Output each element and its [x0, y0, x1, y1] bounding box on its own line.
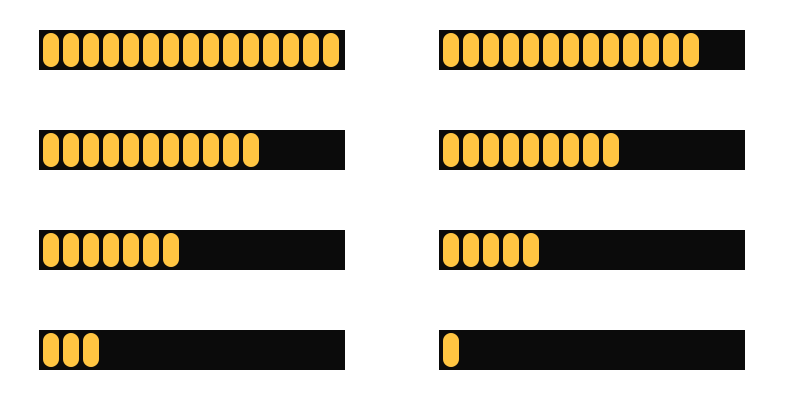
progress-segment [663, 33, 679, 67]
progress-segment [463, 133, 479, 167]
progress-segment [63, 233, 79, 267]
progress-bar-7-segments [43, 333, 343, 367]
progress-segment [683, 33, 699, 67]
progress-segment [583, 133, 599, 167]
progress-segment [203, 133, 219, 167]
progress-segment [503, 33, 519, 67]
progress-segment [623, 33, 639, 67]
progress-segment [143, 233, 159, 267]
progress-bar-8-segments [443, 333, 743, 367]
progress-segment [83, 33, 99, 67]
progress-segment [463, 33, 479, 67]
progress-segment [103, 233, 119, 267]
progress-segment [523, 33, 539, 67]
progress-segment [543, 33, 559, 67]
progress-segment [143, 133, 159, 167]
progress-segment [103, 133, 119, 167]
progress-segment [43, 33, 59, 67]
progress-segment [83, 233, 99, 267]
progress-segment [123, 33, 139, 67]
progress-segment [543, 133, 559, 167]
progress-segment [183, 133, 199, 167]
progress-segment [523, 133, 539, 167]
progress-segment [63, 333, 79, 367]
progress-bar-1 [39, 30, 345, 70]
progress-bar-8 [439, 330, 745, 370]
progress-segment [103, 33, 119, 67]
progress-bar-6-segments [443, 233, 743, 267]
progress-segment [443, 333, 459, 367]
progress-segment [83, 333, 99, 367]
progress-segment [223, 33, 239, 67]
progress-segment [43, 133, 59, 167]
progress-segment [443, 133, 459, 167]
progress-segment [283, 33, 299, 67]
progress-segment [43, 233, 59, 267]
progress-bar-3-segments [43, 133, 343, 167]
progress-segment [483, 233, 499, 267]
progress-bar-2 [439, 30, 745, 70]
progress-segment [143, 33, 159, 67]
progress-segment [163, 133, 179, 167]
progress-segment [583, 33, 599, 67]
progress-segment [83, 133, 99, 167]
progress-segment [483, 33, 499, 67]
progress-bar-4-segments [443, 133, 743, 167]
progress-segment [323, 33, 339, 67]
progress-segment [523, 233, 539, 267]
progress-segment [563, 33, 579, 67]
progress-segment [603, 133, 619, 167]
progress-segment [263, 33, 279, 67]
progress-segment [63, 33, 79, 67]
progress-bar-6 [439, 230, 745, 270]
progress-bar-5-segments [43, 233, 343, 267]
progress-bar-5 [39, 230, 345, 270]
progress-segment [63, 133, 79, 167]
progress-bar-7 [39, 330, 345, 370]
progress-segment [503, 133, 519, 167]
progress-segment [463, 233, 479, 267]
progress-segment [443, 233, 459, 267]
progress-segment [243, 133, 259, 167]
progress-segment [603, 33, 619, 67]
progress-segment [503, 233, 519, 267]
progress-segment [223, 133, 239, 167]
progress-segment [243, 33, 259, 67]
progress-bar-2-segments [443, 33, 743, 67]
progress-segment [483, 133, 499, 167]
progress-segment [123, 233, 139, 267]
progress-bar-3 [39, 130, 345, 170]
progress-bar-4 [439, 130, 745, 170]
progress-segment [563, 133, 579, 167]
progress-segment [203, 33, 219, 67]
progress-segment [183, 33, 199, 67]
progress-segment [643, 33, 659, 67]
progress-segment [43, 333, 59, 367]
progress-segment [123, 133, 139, 167]
progress-segment [163, 33, 179, 67]
progress-bar-1-segments [43, 33, 343, 67]
progress-segment [303, 33, 319, 67]
progress-segment [443, 33, 459, 67]
progress-segment [163, 233, 179, 267]
